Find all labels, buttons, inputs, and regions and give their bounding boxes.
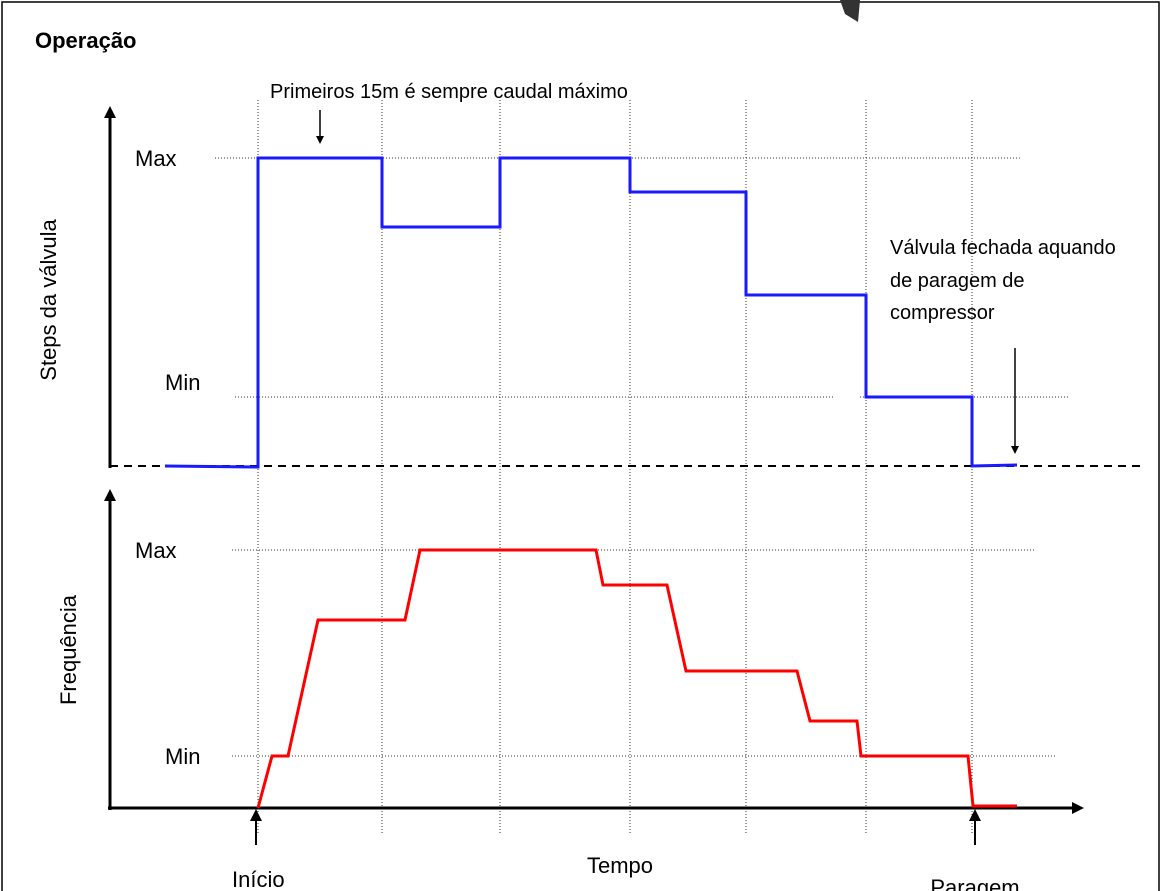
side-note: Válvula fechada aquando [890,237,1116,259]
frequency-line [258,550,1017,808]
axis-label: Frequência [56,594,81,705]
stop-label: Paragem [930,875,1019,891]
start-label: Início [232,867,285,891]
axis-label: Steps da válvula [36,219,61,381]
image-fragment [840,0,860,22]
arrows [256,110,1015,845]
min-label: Min [165,370,200,395]
side-note: de paragem de [890,270,1025,292]
note: Primeiros 15m é sempre caudal máximo [270,81,628,103]
title: Operação [35,28,137,53]
min-label: Min [165,744,200,769]
side-note: compressor [890,302,995,324]
max-label: Max [135,146,177,171]
max-label: Max [135,538,177,563]
diagram: Operação Primeiros 15m é sempre caudal m… [0,0,1162,891]
x-axis-label: Tempo [587,853,653,878]
axes [108,112,1140,810]
grid [215,100,1070,835]
